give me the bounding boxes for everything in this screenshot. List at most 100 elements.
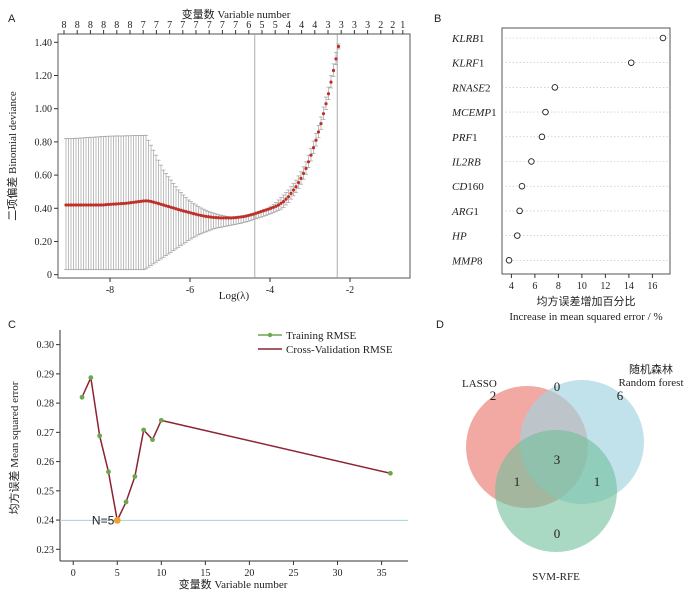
panel-a-mean-point [69, 203, 73, 207]
panel-a-mean-point [91, 203, 96, 207]
panel-a-top-tick-label: 3 [339, 20, 344, 31]
panel-a-mean-point [151, 200, 156, 204]
legend-label-training: Training RMSE [286, 330, 356, 342]
panel-a-mean-point [186, 210, 191, 214]
panel-b-gene-label-suffix: 1 [473, 206, 479, 218]
panel-a-mean-point [134, 200, 138, 204]
venn-label-rf-cn: 随机森林 [629, 362, 673, 376]
panel-b-gene-label: MMP8 [451, 255, 483, 267]
panel-a-ytick-label: 0 [47, 270, 52, 281]
panel-a-mean-point [216, 216, 221, 220]
panel-a-top-tick-label: 5 [273, 20, 278, 31]
panel-c-xtick-label: 25 [288, 568, 298, 579]
panel-a-mean-point [226, 216, 231, 220]
panel-a-mean-point [249, 213, 253, 217]
venn-circle-svm-rfe [495, 430, 617, 552]
venn-count-rf-only: 6 [617, 388, 624, 403]
panel-b-xtick-label: 12 [600, 281, 610, 292]
panel-a-mean-point [286, 195, 291, 199]
panel-a-ytick-label: 0.60 [35, 171, 53, 182]
panel-c-training-point [97, 433, 103, 439]
panel-a-mean-point [281, 200, 286, 204]
panel-a-top-axis-label: 变量数 Variable number [182, 7, 291, 21]
panel-a-mean-point [181, 209, 186, 213]
panel-c-annotation-n5: N=5 [92, 513, 115, 527]
panel-b-gene-label-italic: MMP [451, 255, 477, 267]
panel-a-mean-point [176, 208, 181, 212]
panel-a-mean-point [79, 203, 83, 207]
panel-a-mean-point [191, 211, 196, 216]
panel-c-xtick-label: 20 [244, 568, 254, 579]
panel-b-gene-label-suffix: 160 [467, 181, 484, 193]
panel-a-mean-point [171, 206, 176, 210]
panel-a-mean-point [219, 216, 223, 220]
panel-a-mean-point [64, 203, 68, 207]
panel-b-gene-label-suffix: 2 [485, 82, 491, 94]
panel-a-top-tick-label: 3 [365, 20, 370, 31]
panel-a-mean-point [279, 201, 283, 205]
panel-a-top-tick-label: 8 [88, 20, 93, 31]
panel-c-letter: C [8, 319, 16, 331]
venn-label-svm-rfe: SVM-RFE [532, 571, 580, 583]
panel-a-mean-point [84, 203, 88, 207]
panel-a-mean-point [326, 92, 331, 96]
panel-a-top-tick-label: 8 [75, 20, 80, 31]
panel-c-y-axis-label: 均方误差 Mean squared error [7, 381, 21, 514]
panel-c-ytick-label: 0.25 [37, 486, 55, 497]
panel-c-training-point [123, 499, 129, 505]
panel-b-point [518, 182, 526, 190]
panel-b-gene-label: KLRF1 [451, 58, 484, 70]
panel-a-mean-point [121, 201, 126, 206]
panel-a-mean-point [131, 200, 136, 204]
panel-b-gene-label-italic: CD [452, 181, 467, 193]
panel-b-x-axis-label-2: Increase in mean squared error / % [509, 311, 662, 323]
panel-b-point [528, 158, 535, 165]
panel-a-xtick-label: -2 [346, 285, 354, 296]
panel-a-mean-point [81, 203, 86, 207]
panel-a-mean-point [316, 130, 321, 134]
panel-a-top-tick-label: 8 [101, 20, 106, 31]
panel-a-top-tick-label: 6 [246, 20, 251, 31]
panel-a-mean-point [101, 203, 106, 207]
panel-a-top-tick-label: 7 [233, 20, 238, 31]
panel-a-top-tick-label: 7 [207, 20, 212, 31]
panel-a-ytick-label: 1.20 [35, 71, 53, 82]
panel-a-xtick-label: -6 [186, 285, 194, 296]
panel-b-gene-label-italic: ARG [451, 206, 473, 218]
panel-a-mean-point [236, 215, 241, 219]
panel-b-gene-label: HP [451, 231, 467, 243]
panel-c-ytick-label: 0.29 [37, 369, 55, 380]
panel-a-ytick-label: 0.20 [35, 237, 53, 248]
panel-b-gene-label: PRF1 [451, 132, 478, 144]
panel-a-top-tick-label: 3 [352, 20, 357, 31]
panel-a-top-tick-label: 7 [194, 20, 199, 31]
panel-a-mean-point [196, 213, 201, 217]
panel-a-mean-point [296, 180, 301, 185]
panel-c-training-point [158, 417, 164, 423]
panel-b-xtick-label: 10 [577, 281, 587, 292]
panel-a-mean-point [244, 214, 248, 218]
panel-a-mean-point [89, 203, 93, 207]
panel-a-top-tick-label: 8 [114, 20, 119, 31]
panel-a-top-tick-label: 7 [220, 20, 225, 31]
panel-a: A 变量数 Variable number -8 -6 -4 -2 0 0.20 0.40… [5, 7, 411, 302]
panel-b: B KLRB1KLRF1RNASE2MCEMP1PRF1IL2RBCD160AR… [434, 13, 671, 323]
panel-a-mean-point [329, 80, 333, 84]
panel-a-mean-point [179, 208, 183, 212]
panel-d: D LASSO 随机森林 Random forest SVM-RFE 2 6 0… [436, 319, 684, 583]
panel-a-mean-point [164, 204, 168, 208]
panel-a-mean-point [149, 199, 153, 204]
panel-b-x-axis-label: 均方误差增加百分比 [537, 294, 636, 308]
panel-a-mean-point [106, 202, 111, 207]
panel-b-gene-label: KLRB1 [451, 33, 484, 45]
venn-count-lasso-only: 2 [490, 388, 497, 403]
panel-a-mean-point [319, 122, 323, 126]
panel-a-xtick-label: -8 [106, 285, 114, 296]
panel-a-mean-point [99, 203, 103, 207]
panel-a-mean-point [321, 112, 326, 116]
panel-a-mean-point [234, 215, 238, 220]
panel-a-mean-point [306, 160, 311, 164]
venn-count-lasso-rf: 0 [554, 379, 561, 394]
panel-b-plot-frame [501, 27, 671, 275]
panel-b-xtick-label: 14 [624, 281, 634, 292]
